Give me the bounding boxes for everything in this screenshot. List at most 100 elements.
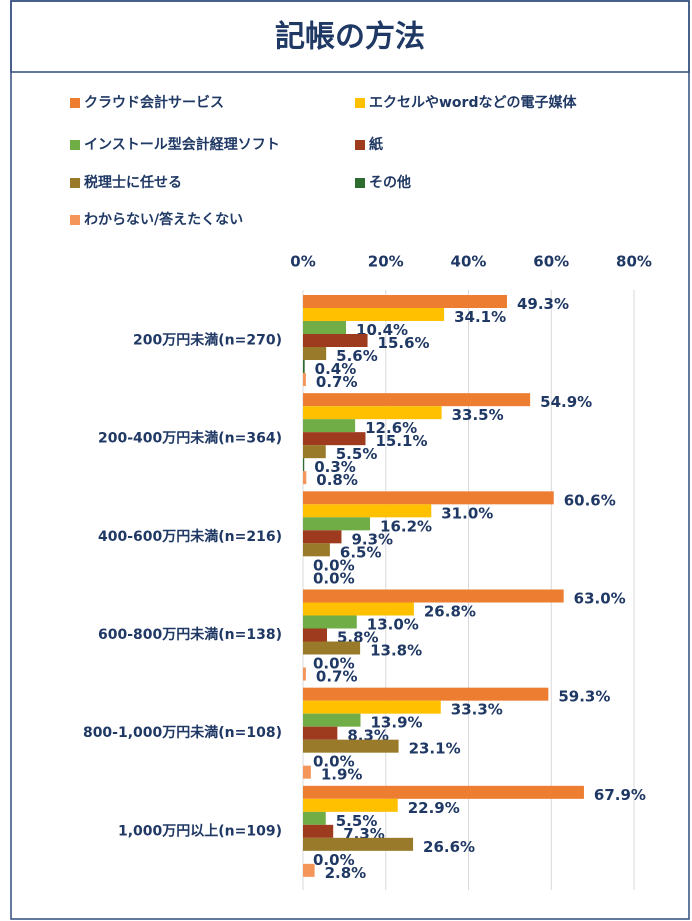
legend-swatch bbox=[355, 178, 365, 188]
x-tick-label: 80% bbox=[616, 253, 652, 271]
value-label: 0.3% bbox=[314, 458, 356, 476]
value-label: 0.7% bbox=[316, 668, 358, 686]
bar bbox=[303, 491, 554, 505]
value-label: 15.1% bbox=[375, 432, 427, 450]
bar bbox=[303, 308, 445, 321]
x-tick-label: 40% bbox=[451, 253, 487, 271]
value-label: 26.6% bbox=[423, 838, 475, 856]
bar bbox=[303, 360, 305, 373]
value-label: 26.8% bbox=[424, 603, 476, 621]
value-label: 0.0% bbox=[313, 655, 355, 673]
value-label: 2.8% bbox=[325, 864, 367, 882]
bar bbox=[303, 713, 361, 727]
value-label: 33.5% bbox=[452, 406, 504, 424]
bar bbox=[303, 445, 326, 459]
bar bbox=[303, 798, 398, 812]
bar bbox=[303, 824, 334, 838]
value-label: 13.9% bbox=[371, 714, 423, 732]
bar bbox=[303, 432, 366, 446]
value-label: 34.1% bbox=[454, 308, 506, 326]
bar bbox=[303, 628, 327, 642]
value-label: 22.9% bbox=[408, 799, 460, 817]
value-label: 5.5% bbox=[336, 812, 378, 830]
value-label: 49.3% bbox=[517, 295, 569, 313]
legend-label: その他 bbox=[369, 174, 411, 191]
bar bbox=[303, 641, 361, 655]
category-label: 600-800万円未満(n=138) bbox=[98, 626, 282, 643]
legend-swatch bbox=[70, 140, 80, 150]
legend-swatch bbox=[70, 215, 80, 225]
bar bbox=[303, 589, 564, 603]
bar bbox=[303, 406, 442, 420]
value-label: 0.0% bbox=[313, 569, 355, 587]
value-label: 12.6% bbox=[365, 419, 417, 437]
category-label: 200万円未満(n=270) bbox=[133, 332, 282, 349]
value-label: 59.3% bbox=[558, 688, 610, 706]
value-label: 6.5% bbox=[340, 543, 382, 561]
bar bbox=[303, 765, 311, 779]
category-label: 200-400万円未満(n=364) bbox=[98, 430, 282, 447]
legend-swatch bbox=[355, 98, 365, 108]
value-label: 15.6% bbox=[378, 334, 430, 352]
bar bbox=[303, 321, 347, 334]
value-label: 10.4% bbox=[356, 321, 408, 339]
value-label: 13.8% bbox=[370, 642, 422, 660]
value-label: 1.9% bbox=[321, 766, 363, 784]
value-label: 13.0% bbox=[367, 616, 419, 634]
title-box bbox=[10, 0, 690, 73]
value-label: 33.3% bbox=[451, 701, 503, 719]
value-label: 0.4% bbox=[315, 360, 357, 378]
value-label: 5.6% bbox=[336, 347, 378, 365]
legend-label: わからない/答えたくない bbox=[84, 211, 243, 228]
legend-label: クラウド会計サービス bbox=[84, 94, 224, 111]
category-label: 1,000万円以上(n=109) bbox=[118, 823, 282, 839]
bar bbox=[303, 700, 441, 714]
value-label: 67.9% bbox=[594, 786, 646, 804]
bar bbox=[303, 543, 330, 557]
category-label: 400-600万円未満(n=216) bbox=[98, 528, 282, 545]
bar bbox=[303, 530, 342, 544]
bar bbox=[303, 458, 305, 472]
value-label: 31.0% bbox=[441, 504, 493, 522]
bar bbox=[303, 602, 414, 616]
value-label: 0.8% bbox=[316, 471, 358, 489]
bar bbox=[303, 373, 306, 386]
legend-label: 紙 bbox=[369, 136, 383, 153]
bar bbox=[303, 295, 507, 308]
chart-title: 記帳の方法 bbox=[275, 20, 425, 55]
bar bbox=[303, 615, 357, 629]
legend-swatch bbox=[70, 98, 80, 108]
value-label: 0.0% bbox=[313, 851, 355, 869]
bar bbox=[303, 837, 414, 851]
bar bbox=[303, 785, 584, 799]
x-tick-label: 0% bbox=[290, 253, 315, 271]
bar bbox=[303, 863, 315, 877]
bar bbox=[303, 667, 306, 681]
bar bbox=[303, 739, 399, 753]
value-label: 60.6% bbox=[564, 491, 616, 509]
value-label: 0.0% bbox=[313, 556, 355, 574]
bar bbox=[303, 811, 326, 825]
legend-label: エクセルやwordなどの電子媒体 bbox=[369, 94, 577, 111]
x-tick-label: 20% bbox=[368, 253, 404, 271]
value-label: 54.9% bbox=[540, 393, 592, 411]
x-tick-label: 60% bbox=[533, 253, 569, 271]
value-label: 5.5% bbox=[336, 445, 378, 463]
bar bbox=[303, 471, 307, 485]
bar bbox=[303, 347, 327, 360]
bar bbox=[303, 687, 549, 701]
value-label: 23.1% bbox=[409, 740, 461, 758]
bar bbox=[303, 517, 371, 531]
bar bbox=[303, 726, 338, 740]
value-label: 63.0% bbox=[574, 590, 626, 608]
legend-swatch bbox=[70, 178, 80, 188]
legend-swatch bbox=[355, 140, 365, 150]
value-label: 0.0% bbox=[313, 753, 355, 771]
legend-label: インストール型会計経理ソフト bbox=[84, 136, 280, 153]
bar bbox=[303, 334, 368, 347]
bar bbox=[303, 504, 432, 518]
bar bbox=[303, 419, 356, 433]
category-label: 800-1,000万円未満(n=108) bbox=[83, 724, 282, 741]
value-label: 16.2% bbox=[380, 517, 432, 535]
legend-label: 税理士に任せる bbox=[84, 174, 182, 191]
